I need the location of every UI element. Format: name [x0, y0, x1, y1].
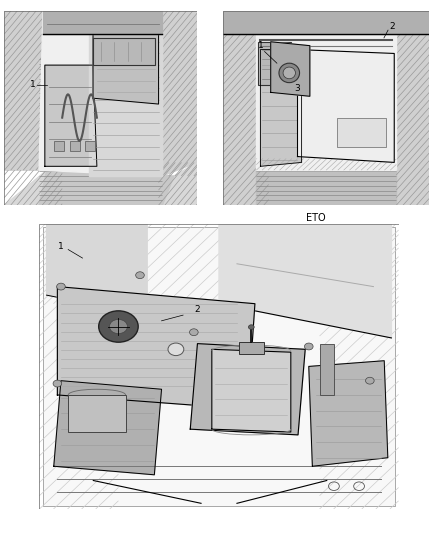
Polygon shape: [256, 170, 396, 205]
Circle shape: [53, 380, 62, 387]
Circle shape: [110, 319, 127, 334]
Text: 1: 1: [58, 242, 64, 251]
Bar: [336, 118, 386, 147]
Text: 3: 3: [295, 84, 300, 93]
Polygon shape: [46, 224, 147, 315]
Polygon shape: [212, 349, 291, 432]
Polygon shape: [93, 34, 159, 104]
Polygon shape: [39, 170, 174, 205]
Circle shape: [279, 63, 300, 83]
Bar: [68, 395, 126, 432]
Polygon shape: [261, 50, 302, 166]
Circle shape: [283, 67, 295, 79]
Polygon shape: [45, 65, 97, 166]
Circle shape: [168, 343, 184, 356]
Polygon shape: [271, 42, 310, 96]
Polygon shape: [162, 163, 197, 205]
Bar: [93, 38, 155, 65]
Polygon shape: [89, 34, 162, 176]
Text: ETO: ETO: [306, 213, 325, 223]
Polygon shape: [39, 11, 162, 176]
Circle shape: [248, 325, 254, 329]
Text: 1: 1: [30, 80, 36, 89]
Circle shape: [99, 311, 138, 342]
Polygon shape: [256, 26, 396, 170]
Bar: [85, 141, 95, 151]
Polygon shape: [223, 11, 429, 34]
Bar: [258, 42, 291, 85]
Text: 1: 1: [258, 41, 263, 50]
Circle shape: [304, 343, 313, 350]
Bar: [54, 141, 64, 151]
Bar: [320, 344, 334, 395]
Polygon shape: [162, 11, 197, 176]
Circle shape: [57, 283, 65, 290]
Polygon shape: [223, 11, 268, 205]
Text: 2: 2: [194, 305, 200, 314]
Polygon shape: [396, 11, 429, 205]
Bar: [239, 342, 264, 353]
Polygon shape: [190, 344, 305, 435]
Polygon shape: [297, 50, 394, 163]
Polygon shape: [309, 361, 388, 466]
Text: 2: 2: [389, 22, 395, 31]
Circle shape: [366, 377, 374, 384]
Bar: [70, 141, 80, 151]
Polygon shape: [4, 11, 43, 170]
Circle shape: [136, 272, 144, 279]
Circle shape: [190, 329, 198, 336]
Polygon shape: [43, 11, 162, 34]
Polygon shape: [54, 381, 162, 475]
Polygon shape: [57, 287, 255, 409]
Polygon shape: [4, 170, 62, 205]
Polygon shape: [219, 224, 392, 338]
